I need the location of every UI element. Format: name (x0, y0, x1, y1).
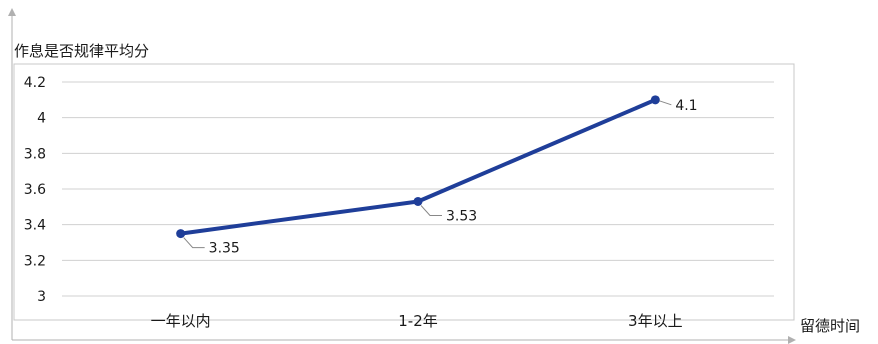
y-tick-label: 3.4 (24, 218, 46, 234)
series-line (176, 95, 660, 239)
gridlines (62, 81, 774, 297)
x-axis-arrow-icon (788, 336, 796, 344)
y-tick-label: 3.2 (24, 253, 46, 269)
x-tick-label: 1-2年 (398, 312, 438, 330)
y-tick-label: 4 (37, 111, 46, 127)
x-tick-label: 一年以内 (151, 312, 211, 330)
x-axis-title: 留德时间 (800, 317, 860, 335)
series-line-path (180, 97, 657, 236)
y-tick-label: 3.8 (24, 146, 46, 162)
plot-frame (13, 63, 795, 321)
data-labels: 3.35 3.53 4.1 (183, 98, 698, 257)
x-tick-label: 3年以上 (628, 312, 683, 330)
data-label: 3.35 (209, 241, 240, 257)
y-axis-arrow-icon (8, 8, 16, 16)
data-point (413, 196, 423, 206)
y-tick-label: 4.2 (24, 75, 46, 91)
data-label: 4.1 (675, 98, 697, 114)
data-label-leader (659, 100, 672, 106)
y-tick-labels: 3 3.2 3.4 3.6 3.8 4 4.2 (24, 75, 46, 305)
data-label: 3.53 (446, 208, 477, 224)
data-point (650, 95, 660, 105)
data-label-leader (183, 237, 205, 249)
axis-arrows (8, 8, 796, 344)
y-tick-label: 3 (37, 289, 46, 305)
data-point (176, 229, 186, 239)
y-axis-title: 作息是否规律平均分 (14, 42, 149, 60)
x-tick-labels: 一年以内 1-2年 3年以上 (151, 312, 683, 330)
data-label-leader (420, 205, 442, 216)
y-tick-label: 3.6 (24, 182, 46, 198)
